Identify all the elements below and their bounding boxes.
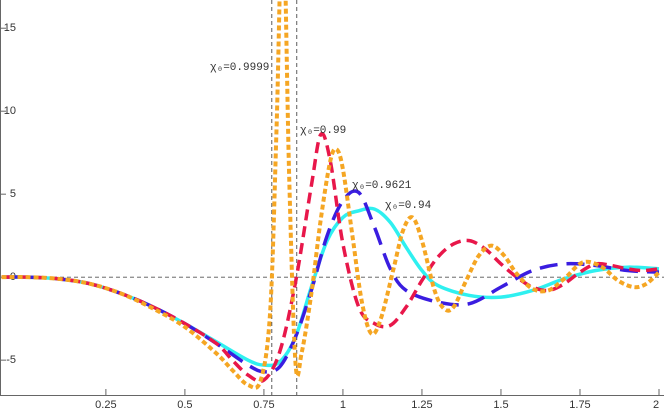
x-tick-label: 2	[653, 399, 659, 411]
series-line	[1, 131, 660, 384]
x-tick-label: 1	[340, 399, 346, 411]
annotation: χ₀=0.94	[385, 200, 432, 212]
x-tick-label: 0.5	[177, 399, 192, 411]
series-line	[1, 189, 660, 374]
series-line	[1, 0, 661, 390]
annotation: χ₀=0.99	[300, 125, 346, 137]
annotation: χ₀=0.9621	[352, 180, 412, 192]
annotation: χ₀=0.9999	[210, 62, 269, 74]
y-tick-label: -5	[6, 354, 16, 366]
x-tick-label: 0.75	[253, 399, 274, 411]
x-tick-label: 1.5	[493, 399, 508, 411]
y-tick-label: 10	[4, 105, 16, 117]
y-tick-label: 15	[4, 22, 16, 34]
x-tick-label: 1.25	[411, 399, 432, 411]
x-tick-label: 1.75	[569, 399, 590, 411]
x-tick-label: 0.25	[95, 399, 116, 411]
y-tick-label: 5	[10, 188, 16, 200]
